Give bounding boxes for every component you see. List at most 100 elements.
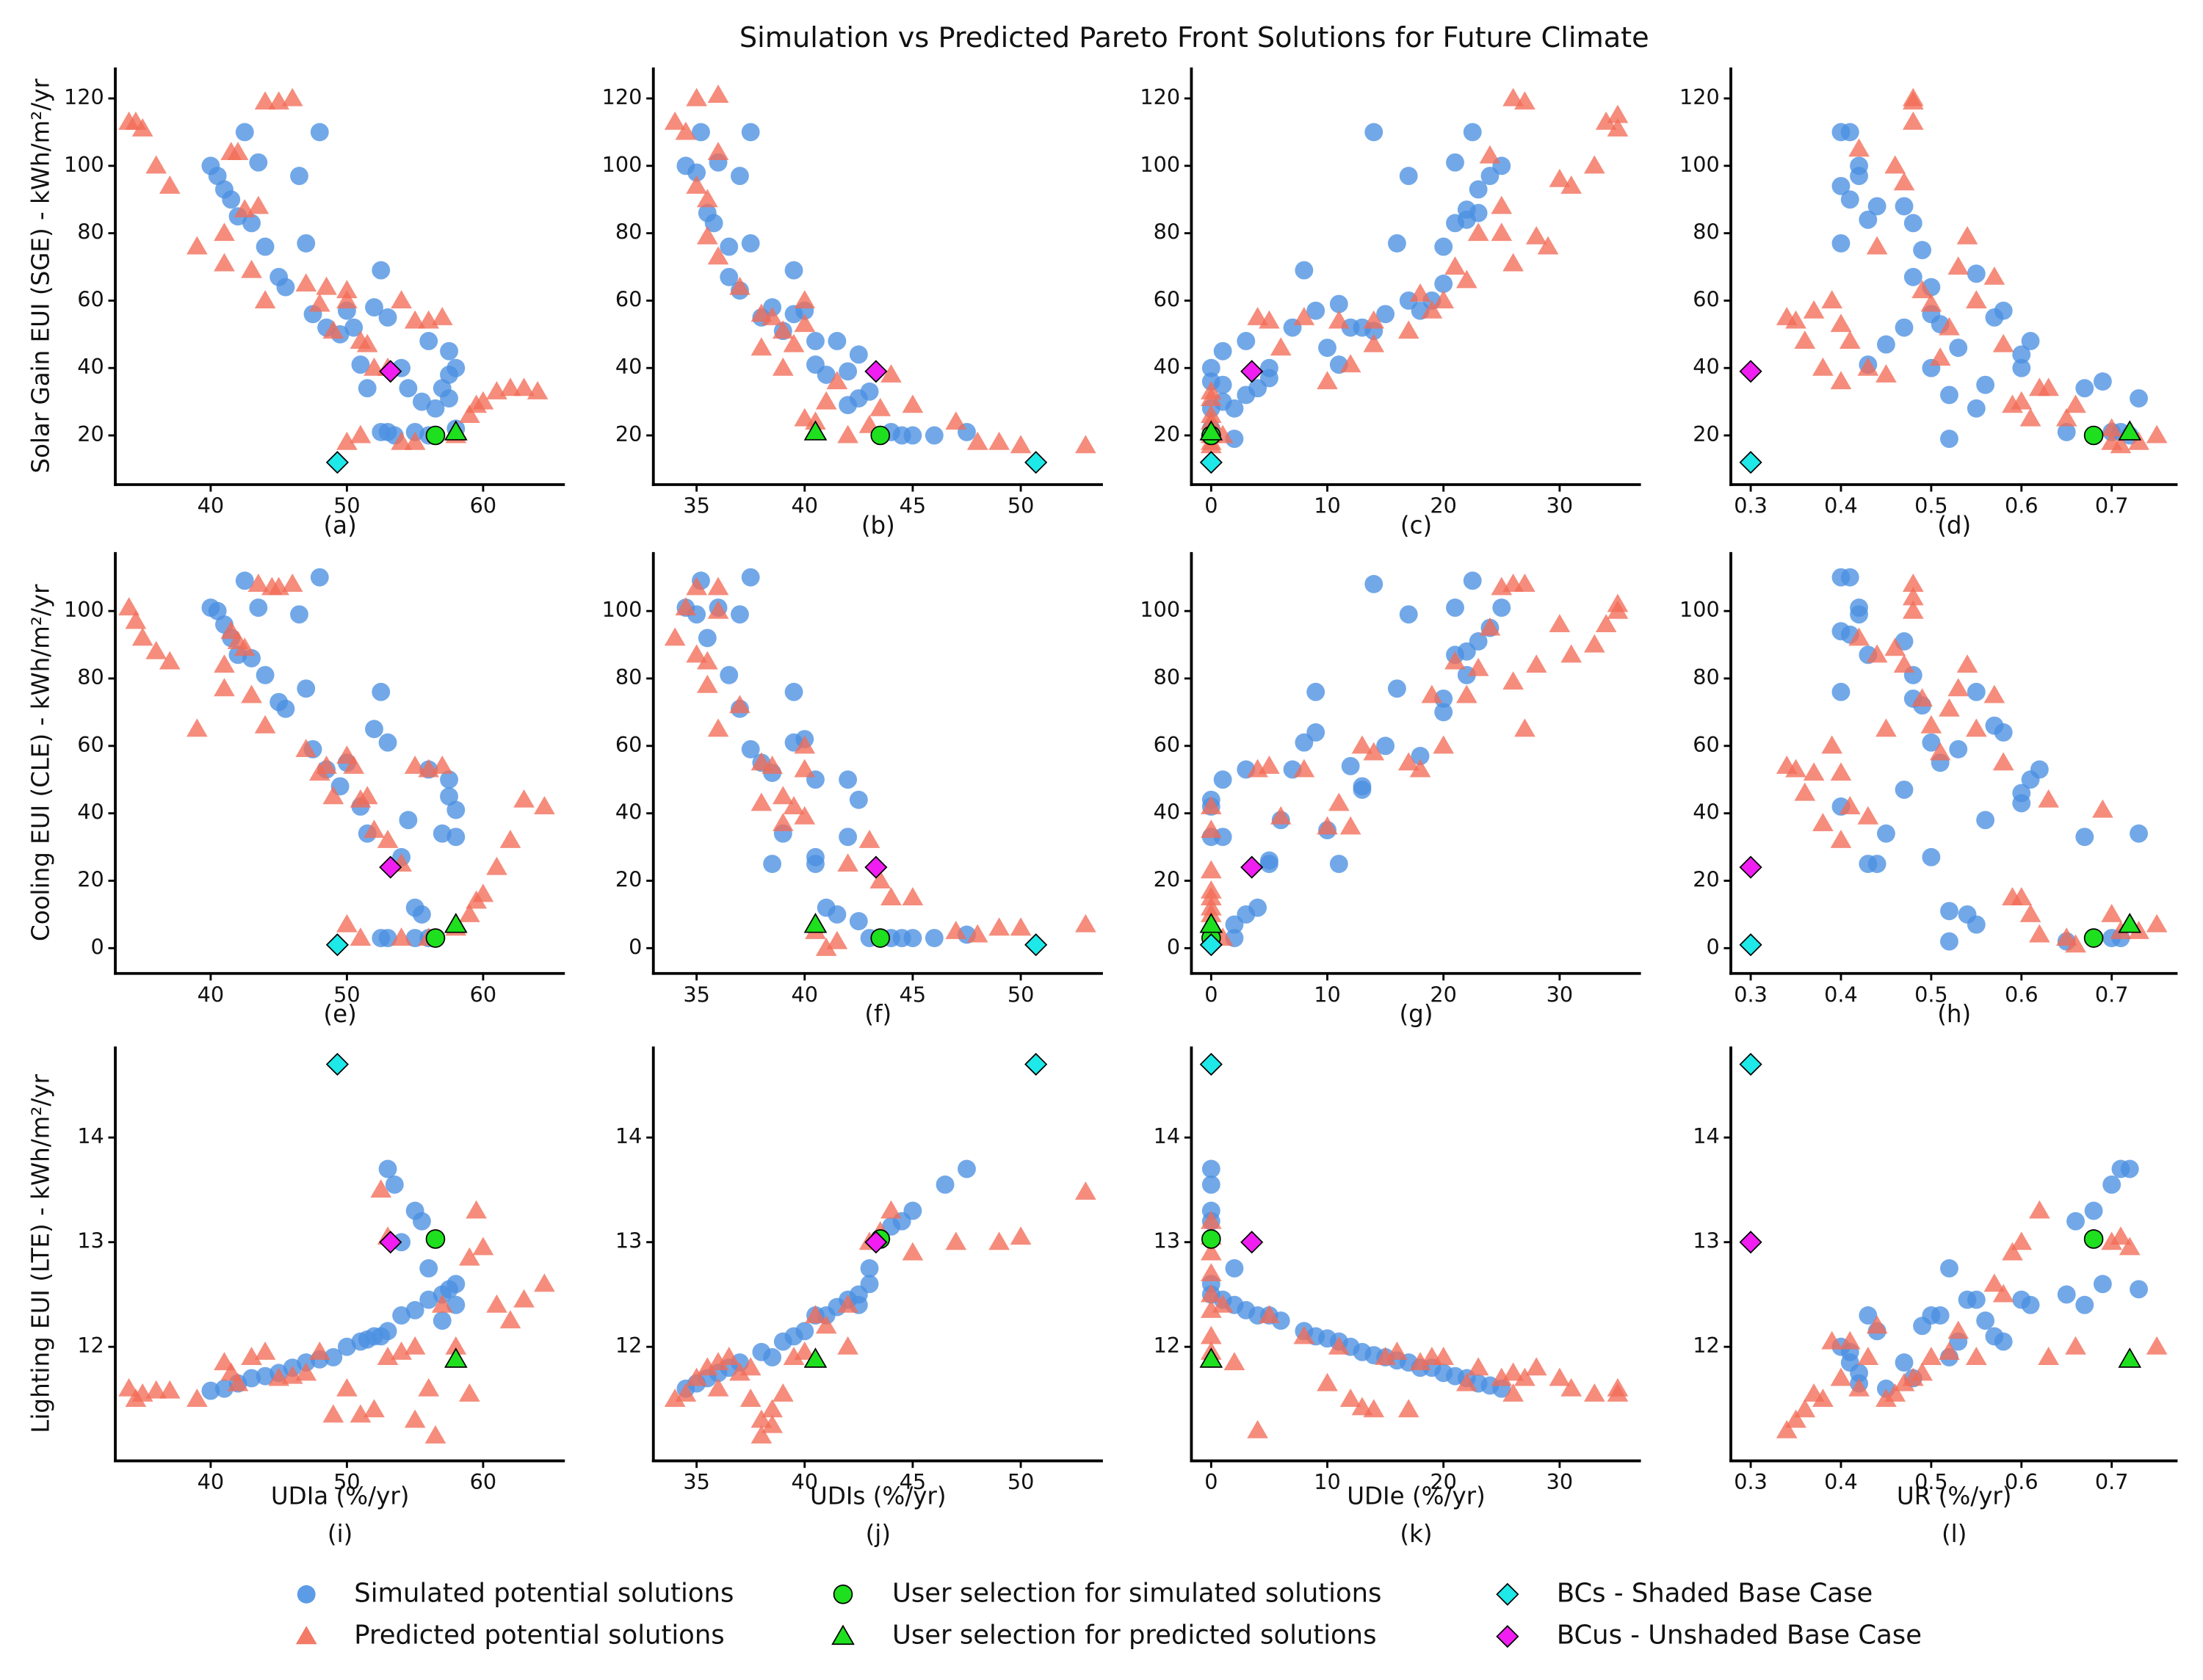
point xyxy=(159,651,181,670)
point xyxy=(310,123,329,142)
point xyxy=(1840,123,1859,142)
point xyxy=(864,1231,888,1254)
point xyxy=(1967,682,1986,701)
point xyxy=(1956,654,1978,673)
x-tick-label: 35 xyxy=(683,1469,710,1494)
x-tick-label: 40 xyxy=(198,1469,225,1494)
x-tick-label: 0.3 xyxy=(1734,982,1768,1007)
x-tick-label: 0.6 xyxy=(2005,982,2039,1007)
panel-label: (f) xyxy=(864,1000,891,1028)
point xyxy=(1583,155,1605,174)
point xyxy=(527,380,549,399)
point xyxy=(1293,307,1315,325)
point xyxy=(696,674,718,693)
point xyxy=(945,1231,967,1250)
point xyxy=(1514,718,1535,737)
point xyxy=(1895,781,1914,799)
x-tick-label: 40 xyxy=(198,493,225,518)
point xyxy=(1739,1231,1762,1254)
point xyxy=(431,307,453,325)
point xyxy=(499,1310,521,1329)
point xyxy=(378,308,397,327)
point xyxy=(249,598,268,618)
point xyxy=(945,921,967,939)
point xyxy=(513,789,535,808)
y-tick-label: 13 xyxy=(1693,1228,1720,1253)
point xyxy=(880,887,902,905)
point xyxy=(741,233,760,253)
point xyxy=(1902,87,1924,106)
point xyxy=(815,937,837,956)
y-tick-label: 20 xyxy=(1693,866,1720,891)
point xyxy=(1492,598,1511,618)
point xyxy=(1848,1377,1870,1397)
point xyxy=(1920,714,1942,734)
point xyxy=(1803,300,1825,319)
point xyxy=(1295,261,1314,280)
point xyxy=(720,665,739,684)
point xyxy=(1875,1388,1897,1408)
point xyxy=(772,813,794,831)
point xyxy=(1491,195,1513,214)
point xyxy=(2011,887,2033,905)
point xyxy=(741,739,760,758)
point xyxy=(1922,733,1941,752)
point xyxy=(377,830,399,848)
point xyxy=(1895,1353,1914,1372)
point xyxy=(440,389,458,408)
x-tick-label: 40 xyxy=(792,493,819,518)
point xyxy=(988,917,1010,936)
point xyxy=(472,883,494,902)
point xyxy=(1200,819,1222,839)
point xyxy=(247,195,270,214)
point xyxy=(1318,338,1336,358)
point xyxy=(1433,735,1455,754)
point xyxy=(222,190,241,209)
y-tick-label: 120 xyxy=(1140,84,1180,109)
panel-label: (l) xyxy=(1942,1520,1967,1548)
y-tick-label: 0 xyxy=(90,934,104,959)
y-tick-label: 14 xyxy=(77,1123,104,1148)
point xyxy=(1434,275,1453,293)
point xyxy=(1339,1388,1361,1408)
point xyxy=(336,431,358,450)
point xyxy=(1199,420,1223,441)
point xyxy=(445,1336,467,1355)
point xyxy=(731,167,749,186)
x-tick-label: 10 xyxy=(1314,982,1341,1007)
point xyxy=(1201,1175,1220,1194)
point xyxy=(837,1336,858,1355)
point xyxy=(1247,307,1268,325)
point xyxy=(379,360,402,383)
point xyxy=(2118,913,2142,933)
point xyxy=(1409,283,1431,302)
point xyxy=(1075,1181,1096,1200)
y-tick-label: 60 xyxy=(1154,732,1181,757)
point xyxy=(1967,1290,1986,1309)
x-tick-label: 60 xyxy=(470,1469,497,1494)
point xyxy=(794,758,816,778)
point xyxy=(486,856,507,875)
point xyxy=(1857,357,1879,376)
point xyxy=(2011,1231,2033,1250)
legend-marker xyxy=(295,1626,317,1645)
x-tick-label: 35 xyxy=(683,493,710,518)
point xyxy=(1607,104,1629,123)
point xyxy=(446,800,466,819)
point xyxy=(1895,318,1914,337)
point xyxy=(805,1305,826,1323)
point xyxy=(1491,1367,1513,1386)
point xyxy=(750,1409,773,1428)
y-tick-label: 80 xyxy=(615,665,643,689)
point xyxy=(696,1357,718,1376)
point xyxy=(187,236,208,255)
point xyxy=(1785,310,1806,329)
point xyxy=(1866,236,1888,255)
point xyxy=(1794,782,1816,801)
point xyxy=(1259,855,1278,873)
panel-label: (j) xyxy=(866,1520,891,1548)
y-tick-label: 0 xyxy=(1167,934,1180,959)
point xyxy=(731,605,749,624)
